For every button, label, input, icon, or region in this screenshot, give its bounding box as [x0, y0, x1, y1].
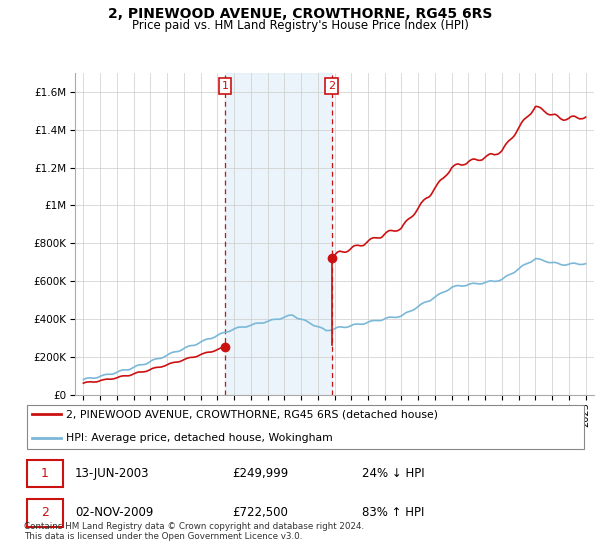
Text: 83% ↑ HPI: 83% ↑ HPI: [362, 506, 425, 520]
Text: 1: 1: [221, 81, 229, 91]
FancyBboxPatch shape: [27, 500, 64, 526]
Text: 2, PINEWOOD AVENUE, CROWTHORNE, RG45 6RS (detached house): 2, PINEWOOD AVENUE, CROWTHORNE, RG45 6RS…: [66, 409, 438, 419]
FancyBboxPatch shape: [27, 460, 64, 487]
Text: 02-NOV-2009: 02-NOV-2009: [75, 506, 153, 520]
Text: £722,500: £722,500: [233, 506, 289, 520]
Text: £249,999: £249,999: [233, 467, 289, 480]
Text: HPI: Average price, detached house, Wokingham: HPI: Average price, detached house, Woki…: [66, 433, 333, 443]
Text: Price paid vs. HM Land Registry's House Price Index (HPI): Price paid vs. HM Land Registry's House …: [131, 19, 469, 32]
Text: 2: 2: [41, 506, 49, 520]
Text: Contains HM Land Registry data © Crown copyright and database right 2024.
This d: Contains HM Land Registry data © Crown c…: [24, 522, 364, 542]
Text: 24% ↓ HPI: 24% ↓ HPI: [362, 467, 425, 480]
Text: 1: 1: [41, 467, 49, 480]
Bar: [225, 73, 332, 395]
Text: 2, PINEWOOD AVENUE, CROWTHORNE, RG45 6RS: 2, PINEWOOD AVENUE, CROWTHORNE, RG45 6RS: [108, 7, 492, 21]
Text: 2: 2: [328, 81, 335, 91]
FancyBboxPatch shape: [27, 405, 584, 449]
Text: 13-JUN-2003: 13-JUN-2003: [75, 467, 149, 480]
